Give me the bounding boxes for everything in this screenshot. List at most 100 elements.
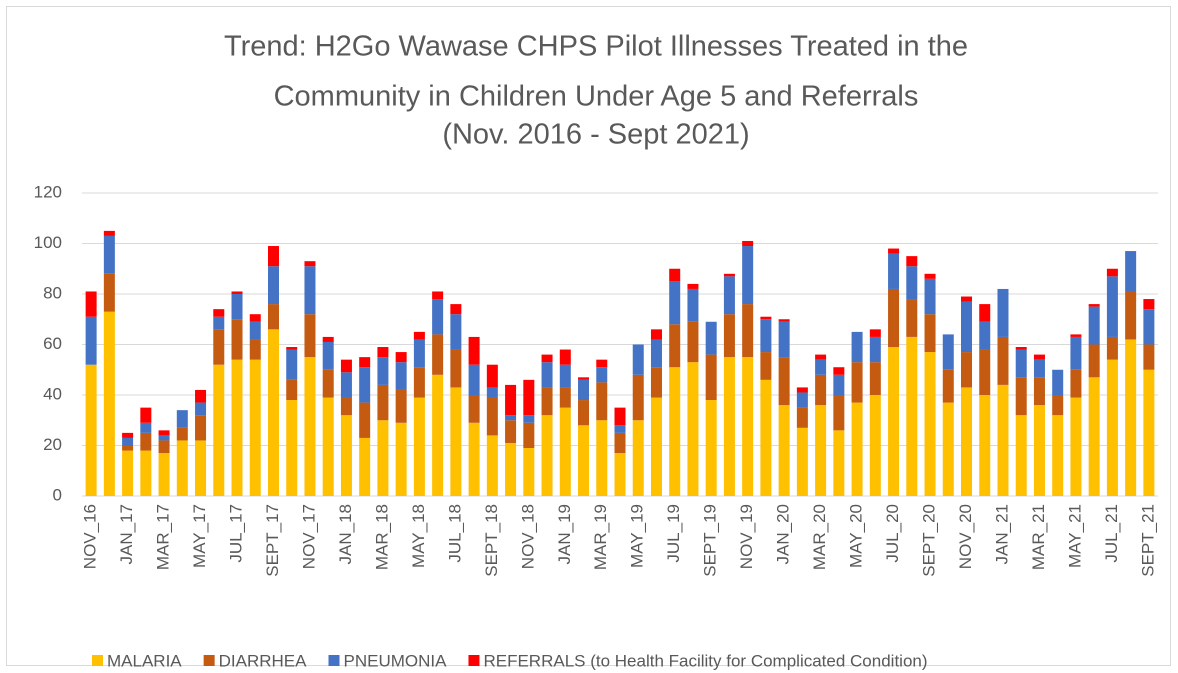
bar-segment (614, 453, 626, 496)
bar-segment (103, 235, 115, 274)
bar-segment (687, 321, 699, 363)
bar-segment (322, 336, 334, 342)
bar-segment (486, 435, 498, 496)
bar-segment (942, 402, 954, 496)
bar-segment (1106, 359, 1118, 496)
chart-title: (Nov. 2016 - Sept 2021) (442, 119, 749, 151)
y-tick-label: 20 (43, 435, 62, 454)
y-tick-label: 40 (43, 384, 62, 403)
x-tick-label: JUL_19 (664, 504, 683, 563)
bar-segment (778, 319, 790, 322)
y-tick-label: 80 (43, 283, 62, 302)
x-tick-label: SEPT_17 (263, 504, 282, 577)
bar-segment (778, 321, 790, 358)
bar-segment (158, 430, 170, 436)
bar-segment (705, 321, 717, 355)
bar-segment (213, 364, 225, 496)
bar-segment (432, 299, 444, 335)
bar-segment (1033, 377, 1045, 406)
bar-segment (103, 230, 115, 236)
bar-segment (723, 357, 735, 496)
bar-segment (304, 314, 316, 358)
x-tick-label: JAN_18 (336, 504, 355, 564)
bar-segment (632, 420, 644, 496)
bar-segment (924, 273, 936, 279)
bar-segment (505, 415, 517, 421)
bar-segment (85, 291, 97, 317)
bar-segment (231, 359, 243, 496)
bar-segment (322, 397, 334, 496)
bar-segment (1125, 251, 1137, 292)
bar-segment (176, 410, 188, 428)
bar-segment (395, 352, 407, 363)
bar-segment (888, 347, 900, 496)
bar-segment (140, 450, 152, 496)
bar-segment (267, 266, 279, 305)
x-tick-label: JAN_21 (992, 504, 1011, 564)
bar-segment (231, 294, 243, 320)
bar-segment (140, 432, 152, 451)
bar-segment (377, 347, 389, 358)
legend-label: MALARIA (107, 651, 182, 670)
bar-segment (796, 392, 808, 408)
bar-segment (505, 442, 517, 496)
bar-segment (377, 384, 389, 421)
bar-segment (1052, 369, 1064, 395)
bar-segment (413, 331, 425, 340)
chart-title: Trend: H2Go Wawase CHPS Pilot Illnesses … (224, 31, 968, 63)
bar-segment (304, 261, 316, 267)
bar-segment (942, 369, 954, 403)
bar-segment (1125, 339, 1137, 496)
bar-segment (450, 349, 462, 388)
bar-segment (961, 352, 973, 388)
bar-segment (122, 445, 134, 451)
bar-segment (340, 372, 352, 398)
bar-segment (614, 425, 626, 433)
bar-segment (906, 266, 918, 300)
bar-segment (450, 387, 462, 496)
bar-segment (103, 311, 115, 496)
bar-segment (322, 341, 334, 370)
x-tick-label: MAR_21 (1029, 504, 1048, 570)
bar-segment (687, 283, 699, 289)
bar-segment (195, 440, 207, 496)
bar-segment (778, 357, 790, 406)
bar-segment (103, 273, 115, 312)
bar-segment (541, 362, 553, 388)
bar-segment (249, 314, 261, 322)
bar-segment (833, 374, 845, 395)
bar-segment (523, 379, 535, 416)
bar-segment (1106, 268, 1118, 277)
x-tick-label: JUL_17 (227, 504, 246, 563)
bar-segment (997, 336, 1009, 385)
bar-segment (650, 397, 662, 496)
bar-segment (669, 268, 681, 282)
bar-segment (687, 288, 699, 322)
bar-segment (614, 432, 626, 454)
bar-segment (687, 362, 699, 496)
bar-segment (1070, 334, 1082, 337)
bar-segment (578, 377, 590, 380)
bar-segment (1052, 395, 1064, 416)
bar-segment (815, 405, 827, 496)
bar-segment (869, 329, 881, 337)
bar-segment (85, 316, 97, 365)
legend-label: REFERRALS (to Health Facility for Compli… (483, 651, 927, 670)
bar-segment (742, 304, 754, 358)
legend-swatch (203, 655, 215, 666)
x-tick-label: NOV_20 (956, 504, 975, 569)
legend-swatch (468, 655, 480, 666)
bar-segment (158, 440, 170, 454)
legend-label: PNEUMONIA (344, 651, 448, 670)
bar-segment (359, 437, 371, 496)
y-tick-label: 100 (34, 233, 62, 252)
bar-segment (851, 331, 863, 363)
bar-segment (614, 407, 626, 426)
bar-segment (979, 304, 991, 322)
bar-segment (377, 357, 389, 385)
x-tick-label: JUL_18 (445, 504, 464, 563)
bar-segment (833, 430, 845, 496)
bar-segment (432, 291, 444, 300)
bar-segment (523, 422, 535, 449)
